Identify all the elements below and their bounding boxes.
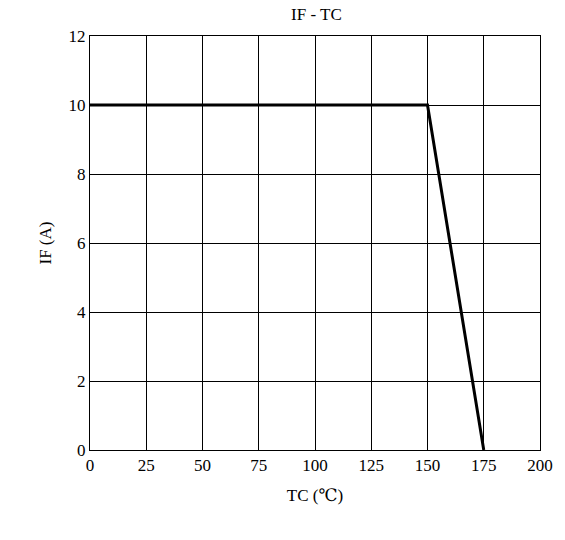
svg-text:8: 8 <box>77 165 86 184</box>
svg-text:4: 4 <box>77 303 86 322</box>
svg-text:175: 175 <box>471 456 497 475</box>
svg-text:75: 75 <box>250 456 267 475</box>
svg-text:IF (A): IF (A) <box>36 222 55 265</box>
svg-text:200: 200 <box>527 456 553 475</box>
svg-text:6: 6 <box>77 234 86 253</box>
svg-text:2: 2 <box>77 372 86 391</box>
svg-text:TC (℃): TC (℃) <box>287 486 343 505</box>
svg-text:150: 150 <box>415 456 441 475</box>
svg-text:12: 12 <box>69 27 86 46</box>
svg-text:125: 125 <box>359 456 385 475</box>
svg-text:IF - TC: IF - TC <box>291 5 342 24</box>
svg-text:10: 10 <box>69 96 86 115</box>
svg-text:0: 0 <box>86 456 95 475</box>
svg-text:25: 25 <box>138 456 155 475</box>
svg-text:0: 0 <box>77 441 86 460</box>
svg-text:100: 100 <box>302 456 328 475</box>
svg-text:50: 50 <box>194 456 211 475</box>
